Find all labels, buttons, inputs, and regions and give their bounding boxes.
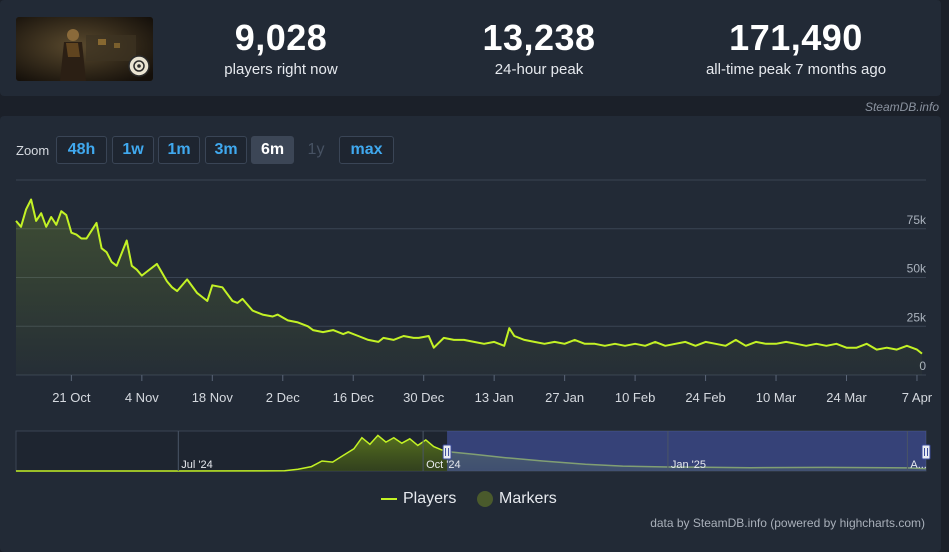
zoom-3m-button[interactable]: 3m xyxy=(205,136,247,164)
x-tick-label: 30 Dec xyxy=(403,390,445,405)
x-tick-label: 10 Mar xyxy=(756,390,797,405)
legend-markers-label: Markers xyxy=(499,490,557,507)
x-tick-label: 21 Oct xyxy=(52,390,91,405)
y-tick-label: 25k xyxy=(907,310,927,324)
highcharts-credit[interactable]: data by SteamDB.info (powered by highcha… xyxy=(650,516,925,530)
steamdb-credit-top[interactable]: SteamDB.info xyxy=(864,100,939,114)
current-players-stat: 9,028 players right now xyxy=(166,16,396,78)
navigator-label: Oct '24 xyxy=(426,459,461,471)
navigator-handle-left[interactable] xyxy=(442,444,452,460)
current-players-label: players right now xyxy=(224,61,338,78)
x-tick-label: 24 Mar xyxy=(826,390,867,405)
x-tick-label: 10 Feb xyxy=(615,390,655,405)
x-tick-label: 7 Apr xyxy=(902,390,933,405)
alltime-peak-label: all-time peak 7 months ago xyxy=(705,61,887,78)
y-axis-ticks: 0 25k 50k 75k xyxy=(907,213,927,373)
markers-legend-swatch xyxy=(477,491,493,507)
zoom-max-button[interactable]: max xyxy=(339,136,394,164)
legend-markers[interactable]: Markers xyxy=(477,490,557,508)
navigator[interactable]: Jul '24 Oct '24 Jan '25 A... xyxy=(15,430,931,472)
players-legend-swatch xyxy=(381,498,397,500)
zoom-6m-button[interactable]: 6m xyxy=(251,136,294,164)
y-tick-label: 0 xyxy=(919,359,926,373)
navigator-label: A... xyxy=(910,459,927,471)
alltime-peak-value: 171,490 xyxy=(729,17,863,58)
legend-players-label: Players xyxy=(403,490,457,507)
x-tick-label: 18 Nov xyxy=(192,390,234,405)
navigator-selection[interactable] xyxy=(447,431,926,471)
peak-24h-stat: 13,238 24-hour peak xyxy=(424,16,654,78)
current-players-value: 9,028 xyxy=(234,17,328,58)
legend-players[interactable]: Players xyxy=(381,490,456,508)
players-area xyxy=(16,199,922,375)
x-tick-label: 2 Dec xyxy=(266,390,300,405)
x-tick-label: 27 Jan xyxy=(545,390,584,405)
navigator-label: Jul '24 xyxy=(181,459,212,471)
zoom-1m-button[interactable]: 1m xyxy=(158,136,200,164)
zoom-label: Zoom xyxy=(16,143,50,158)
x-tick-label: 24 Feb xyxy=(685,390,725,405)
stats-header: 9,028 players right now 13,238 24-hour p… xyxy=(0,0,941,96)
alltime-peak-stat: 171,490 all-time peak 7 months ago xyxy=(681,16,911,78)
x-tick-label: 13 Jan xyxy=(475,390,514,405)
navigator-handle-right[interactable] xyxy=(921,444,931,460)
zoom-1y-button: 1y xyxy=(307,141,325,158)
y-tick-label: 50k xyxy=(907,262,927,276)
zoom-48h-button[interactable]: 48h xyxy=(56,136,107,164)
x-tick-label: 4 Nov xyxy=(125,390,159,405)
y-tick-label: 75k xyxy=(907,213,927,227)
x-axis-ticks: 21 Oct 4 Nov 18 Nov 2 Dec 16 Dec 30 Dec 13 Jan… xyxy=(52,375,933,405)
zoom-1w-button[interactable]: 1w xyxy=(112,136,154,164)
game-thumbnail[interactable] xyxy=(16,17,153,81)
x-tick-label: 16 Dec xyxy=(333,390,375,405)
navigator-label: Jan '25 xyxy=(671,459,706,471)
peak-24h-label: 24-hour peak xyxy=(494,61,584,78)
players-series-line[interactable] xyxy=(15,198,923,355)
peak-24h-value: 13,238 xyxy=(482,17,596,58)
